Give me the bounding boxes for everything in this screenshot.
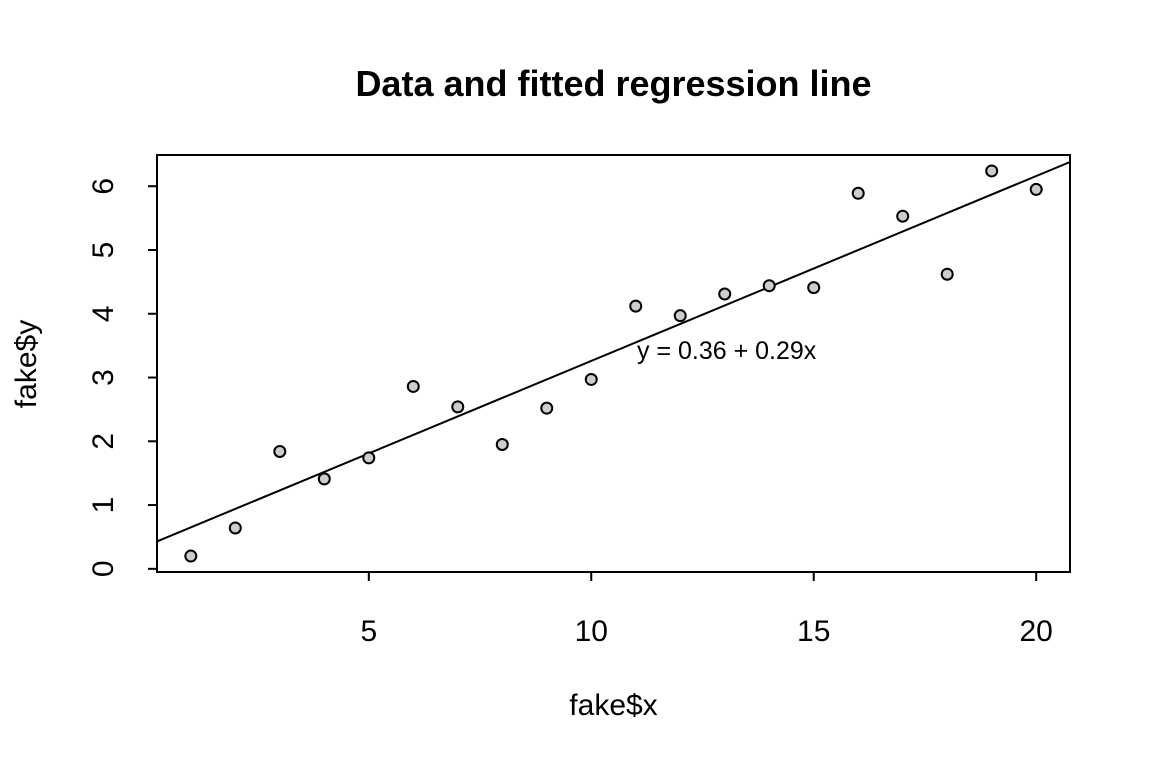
x-tick-label: 15 <box>797 615 830 648</box>
data-point <box>718 287 732 301</box>
data-point <box>228 521 242 535</box>
y-axis-label: fake$y <box>10 319 43 409</box>
data-point <box>317 472 331 486</box>
y-tick-label: 3 <box>87 369 120 386</box>
data-point <box>896 209 910 223</box>
data-point <box>673 309 687 323</box>
data-point <box>184 549 198 563</box>
data-point <box>807 281 821 295</box>
data-point <box>1029 182 1043 196</box>
y-tick-label: 2 <box>87 433 120 450</box>
x-axis-label: fake$x <box>569 689 658 722</box>
data-point <box>273 444 287 458</box>
data-point <box>362 451 376 465</box>
plot-box <box>156 154 1071 573</box>
data-point <box>629 299 643 313</box>
chart-title: Data and fitted regression line <box>355 63 872 104</box>
data-point <box>540 401 554 415</box>
data-point <box>851 186 865 200</box>
data-point <box>495 437 509 451</box>
y-tick-label: 5 <box>87 242 120 259</box>
x-tick-label: 10 <box>575 615 608 648</box>
y-tick-label: 6 <box>87 178 120 195</box>
data-point <box>940 267 954 281</box>
y-tick-label: 1 <box>87 497 120 514</box>
data-point <box>762 279 776 293</box>
fit-equation-label: y = 0.36 + 0.29x <box>637 337 817 365</box>
data-point <box>451 400 465 414</box>
data-point <box>985 164 999 178</box>
y-tick-label: 4 <box>87 305 120 322</box>
y-tick-label: 0 <box>87 560 120 577</box>
regression-line <box>156 161 1071 543</box>
x-tick-label: 5 <box>360 615 377 648</box>
data-point <box>406 379 420 393</box>
x-tick-label: 20 <box>1019 615 1052 648</box>
data-point <box>584 372 598 386</box>
